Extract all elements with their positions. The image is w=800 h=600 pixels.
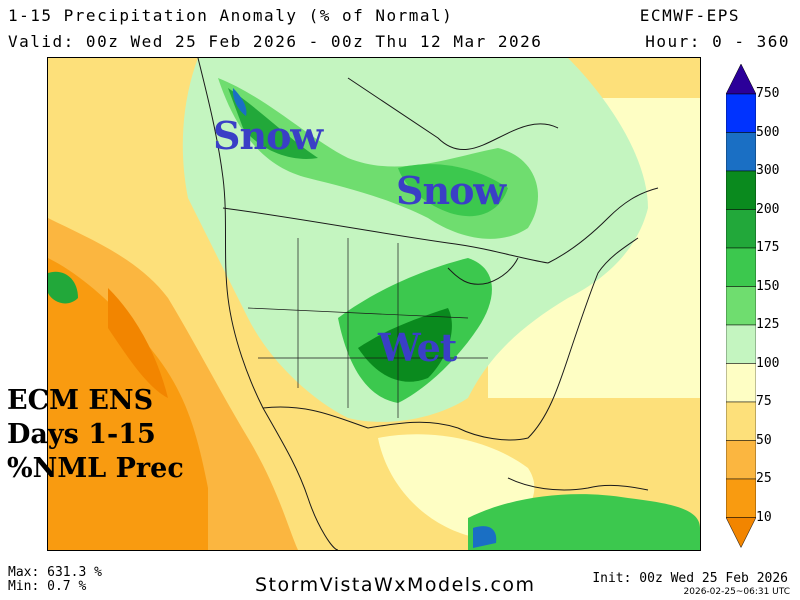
label-product: %NML Prec [7,453,184,484]
map-canvas [48,58,700,550]
great-lakes-outline [447,257,519,285]
colorbar-tick-label: 75 [756,394,772,409]
colorbar-bottom-arrow [726,517,756,549]
valid-period: Valid: 00z Wed 25 Feb 2026 - 00z Thu 12 … [8,32,543,51]
us-mexico-border [262,406,459,429]
colorbar-tick-label: 500 [756,124,780,140]
colorbar-tick-label: 750 [756,86,780,101]
wet-annotation: Wet [378,325,457,370]
state-lines [247,238,488,418]
hudson-bay-outline [347,77,559,151]
colorbar-segment [726,247,756,287]
colorbar-tick-label: 125 [756,317,780,332]
site-credit: StormVistaWxModels.com [255,574,536,596]
colorbar-tick-label: 50 [756,432,772,448]
init-time: Init: 00z Wed 25 Feb 2026 [592,571,788,586]
colorbar-segment [726,286,756,326]
colorbar [726,64,756,549]
colorbar-top-arrow [726,64,756,95]
hudson-snow-core [398,164,508,217]
colorbar-tick-label: 200 [756,201,780,217]
colorbar-segment [726,170,756,210]
great-basin-dry [108,288,168,398]
caribbean-islands [507,477,649,491]
southwest-very-dry [48,258,208,550]
gulf-atlantic-coastline [457,237,639,441]
colorbar-segment [726,478,756,518]
colorbar-segment [726,132,756,172]
caribbean-max [473,526,497,548]
snow-annotation-east: Snow [396,168,506,213]
colorbar-segment [726,209,756,249]
map-boundaries [197,58,659,550]
max-min-stats: Max: 631.3 % Min: 0.7 % [8,566,102,594]
bc-snow-core [228,88,318,159]
colorbar-tick-label: 100 [756,355,780,371]
label-days: Days 1-15 [7,419,156,450]
colorbar-segment [726,363,756,403]
label-model: ECM ENS [7,385,154,416]
generation-timestamp: 2026-02-25~06:31 UTC [683,587,790,597]
bc-max [232,88,247,116]
colorbar-tick-label: 300 [756,163,780,178]
colorbar-segment [726,440,756,480]
map-title: 1-15 Precipitation Anomaly (% of Normal) [8,6,454,25]
northeast-coastline [547,187,659,264]
colorbar-tick-label: 150 [756,278,780,294]
caribbean-wet [468,494,700,550]
colorbar-tick-label: 175 [756,240,780,255]
pacific-wet-spot [48,271,78,304]
snow-annotation-west: Snow [213,113,323,158]
colorbar-tick-label: 25 [756,471,772,486]
model-name: ECMWF-EPS [639,6,740,25]
min-value: Min: 0.7 % [8,579,87,594]
colorbar-segment [726,324,756,364]
forecast-hours: Hour: 0 - 360 [645,32,790,51]
max-value: Max: 631.3 % [8,565,102,580]
precip-anomaly-map: Snow Snow Wet [47,57,701,551]
pacific-coastline [197,58,339,550]
colorbar-segment [726,401,756,441]
colorbar-segment [726,93,756,133]
ohio-valley-core [358,308,452,382]
colorbar-tick-label: 10 [756,509,772,525]
us-canada-border [222,207,549,264]
